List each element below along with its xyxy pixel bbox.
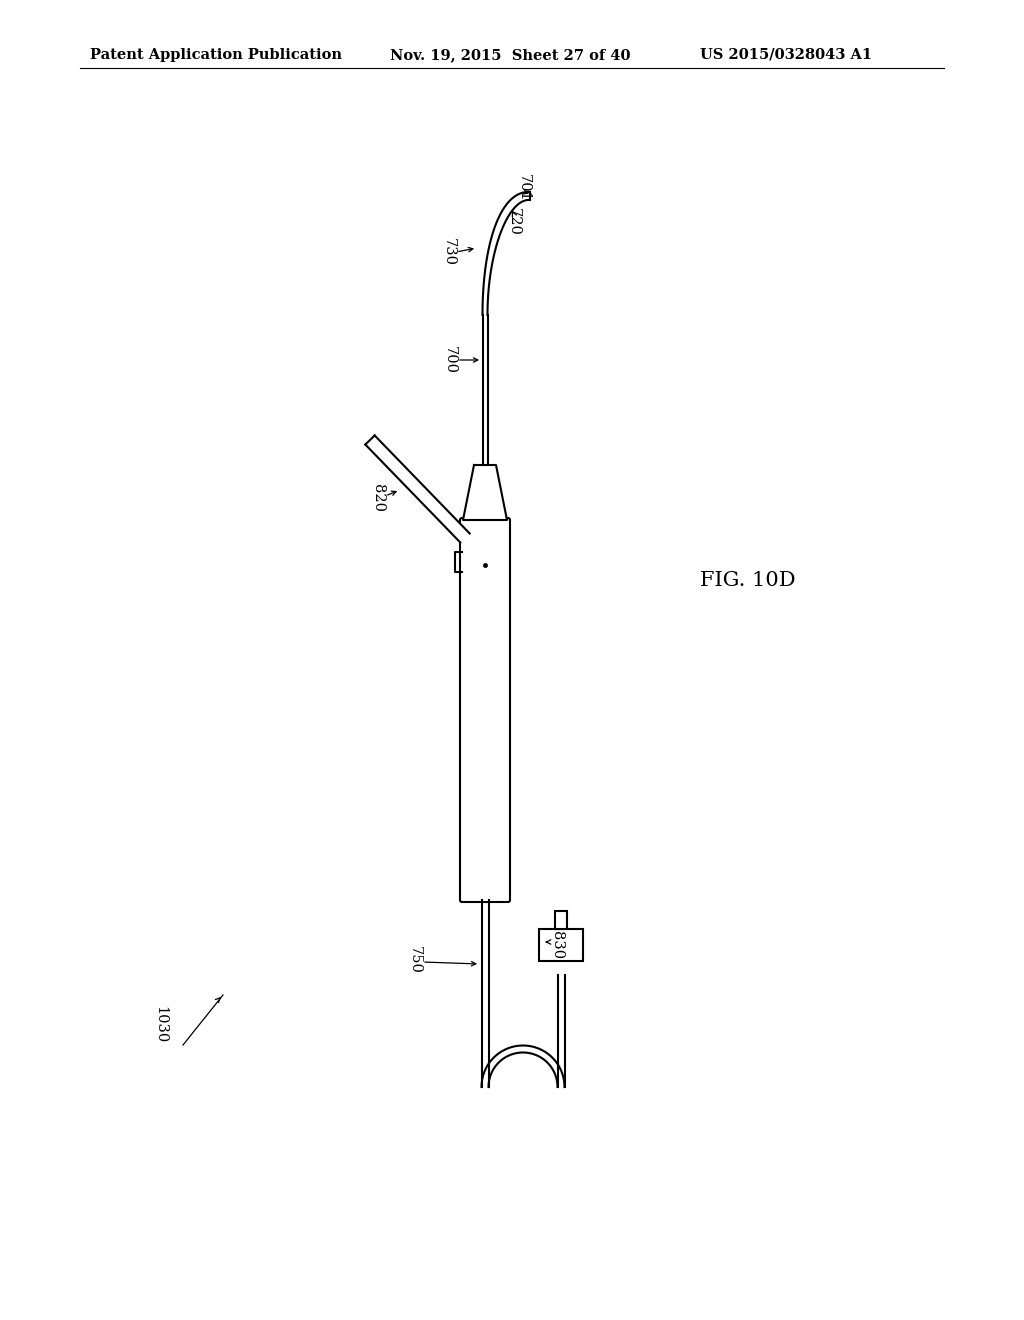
- Text: 1030: 1030: [153, 1006, 167, 1044]
- Polygon shape: [463, 465, 507, 520]
- Text: US 2015/0328043 A1: US 2015/0328043 A1: [700, 48, 872, 62]
- Bar: [539, 929, 583, 961]
- Bar: [555, 911, 567, 929]
- Text: Patent Application Publication: Patent Application Publication: [90, 48, 342, 62]
- Text: Nov. 19, 2015  Sheet 27 of 40: Nov. 19, 2015 Sheet 27 of 40: [390, 48, 631, 62]
- Text: 701: 701: [517, 174, 531, 202]
- Text: 700: 700: [443, 346, 457, 374]
- Text: 750: 750: [408, 946, 422, 974]
- Polygon shape: [366, 436, 470, 543]
- Text: 720: 720: [507, 209, 521, 236]
- Text: 820: 820: [371, 484, 385, 512]
- Text: 730: 730: [442, 238, 456, 267]
- Text: FIG. 10D: FIG. 10D: [700, 570, 796, 590]
- FancyBboxPatch shape: [460, 517, 510, 902]
- Text: 830: 830: [550, 931, 564, 960]
